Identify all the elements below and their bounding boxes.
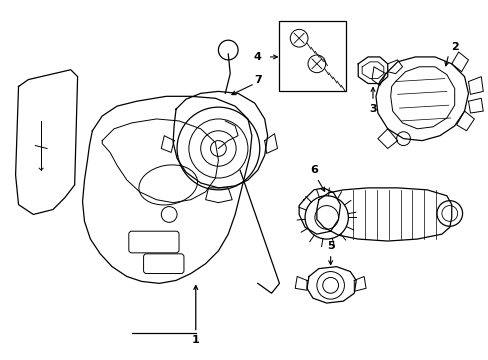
Text: 2: 2	[450, 42, 458, 52]
Text: 4: 4	[253, 52, 261, 62]
Text: 5: 5	[326, 241, 334, 251]
Text: 3: 3	[368, 104, 376, 114]
Text: 1: 1	[191, 336, 199, 346]
Bar	[279, 21, 346, 91]
Text: 7: 7	[253, 75, 261, 85]
Text: 6: 6	[309, 165, 317, 175]
